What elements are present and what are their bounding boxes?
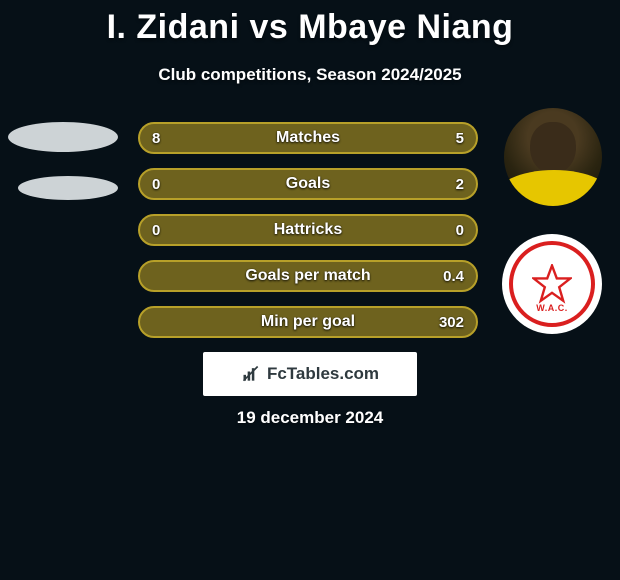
stat-right-value: 5 [456, 130, 464, 147]
stat-right-value: 302 [439, 314, 464, 331]
wac-logo-text: W.A.C. [513, 303, 591, 313]
stats-bars: 8 Matches 5 0 Goals 2 0 Hattricks 0 Goal… [138, 122, 478, 352]
subtitle: Club competitions, Season 2024/2025 [0, 65, 620, 85]
left-player-photo-placeholder [8, 122, 118, 152]
left-player-club-placeholder [18, 176, 118, 200]
stat-right-value: 0 [456, 222, 464, 239]
wac-logo-ring: W.A.C. [509, 241, 595, 327]
right-player-avatar-group: W.A.C. [492, 108, 602, 334]
stat-label: Matches [140, 129, 476, 147]
stat-left-value: 0 [152, 222, 160, 239]
stat-right-value: 0.4 [443, 268, 464, 285]
comparison-card: I. Zidani vs Mbaye Niang Club competitio… [0, 0, 620, 580]
stat-row: Min per goal 302 [138, 306, 478, 338]
generated-date: 19 december 2024 [0, 408, 620, 428]
brand-text: FcTables.com [267, 364, 379, 384]
stat-row: 0 Hattricks 0 [138, 214, 478, 246]
brand-badge: FcTables.com [203, 352, 417, 396]
wac-logo-star-icon [532, 264, 572, 304]
stat-label: Goals per match [140, 267, 476, 285]
chart-icon [241, 364, 261, 384]
stat-row: 0 Goals 2 [138, 168, 478, 200]
right-player-club-logo: W.A.C. [502, 234, 602, 334]
stat-label: Goals [140, 175, 476, 193]
stat-label: Hattricks [140, 221, 476, 239]
stat-right-value: 2 [456, 176, 464, 193]
right-player-photo [504, 108, 602, 206]
stat-row: Goals per match 0.4 [138, 260, 478, 292]
stat-left-value: 0 [152, 176, 160, 193]
page-title: I. Zidani vs Mbaye Niang [0, 8, 620, 47]
stat-row: 8 Matches 5 [138, 122, 478, 154]
stat-label: Min per goal [140, 313, 476, 331]
stat-left-value: 8 [152, 130, 160, 147]
left-player-avatar-group [8, 118, 118, 224]
